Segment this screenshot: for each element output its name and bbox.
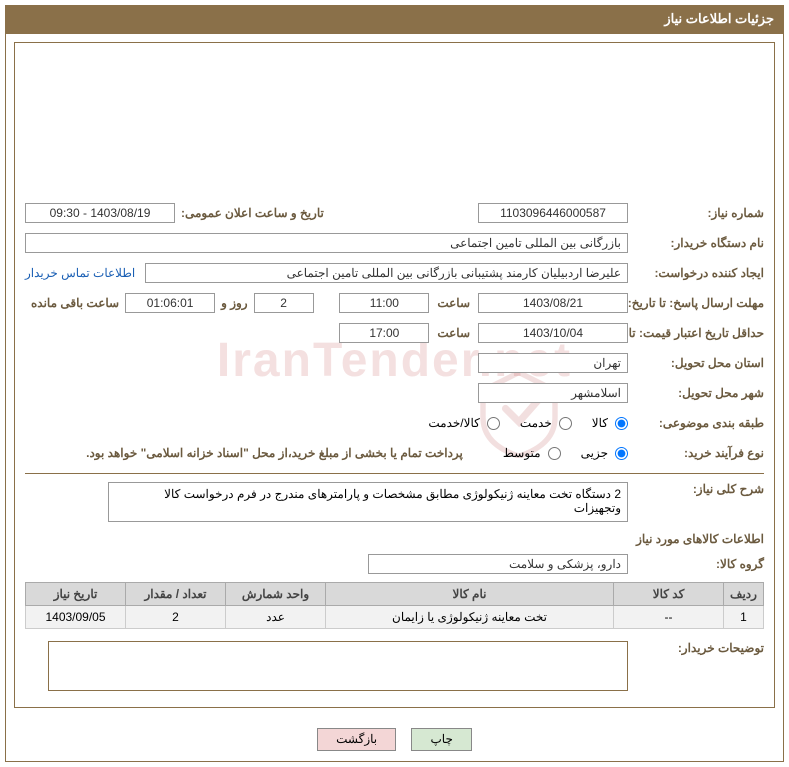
buyer-notes-label: توضیحات خریدار: [634,641,764,655]
td-name: تخت معاینه ژنیکولوژی یا زایمان [326,606,614,629]
need-summary-value: 2 دستگاه تخت معاینه ژنیکولوژی مطابق مشخص… [108,482,628,522]
time-label-1: ساعت [437,296,470,310]
time-left-value: 01:06:01 [125,293,215,313]
buyer-notes-value [48,641,628,691]
requester-value: علیرضا اردبیلیان کارمند پشتیبانی بازرگان… [145,263,628,283]
need-no-label: شماره نیاز: [634,206,764,220]
need-no-value: 1103096446000587 [478,203,628,223]
item-group-value: دارو، پزشکی و سلامت [368,554,628,574]
payment-note: پرداخت تمام یا بخشی از مبلغ خرید،از محل … [86,446,463,460]
reply-deadline-label: مهلت ارسال پاسخ: تا تاریخ: [634,296,764,310]
items-info-title: اطلاعات کالاهای مورد نیاز [25,532,764,546]
days-left-value: 2 [254,293,314,313]
price-validity-label: حداقل تاریخ اعتبار قیمت: تا تاریخ: [634,326,764,340]
announce-dt-value: 1403/08/19 - 09:30 [25,203,175,223]
validity-time-value: 17:00 [339,323,429,343]
th-unit: واحد شمارش [226,583,326,606]
radio-partial[interactable] [615,447,628,460]
th-row: ردیف [724,583,764,606]
th-date: تاریخ نیاز [26,583,126,606]
requester-label: ایجاد کننده درخواست: [634,266,764,280]
validity-date-value: 1403/10/04 [478,323,628,343]
city-label: شهر محل تحویل: [634,386,764,400]
panel-title: جزئیات اطلاعات نیاز [5,5,784,33]
radio-medium[interactable] [548,447,561,460]
purchase-type-label: نوع فرآیند خرید: [634,446,764,460]
th-name: نام کالا [326,583,614,606]
items-table: ردیف کد کالا نام کالا واحد شمارش تعداد /… [25,582,764,629]
reply-time-value: 11:00 [339,293,429,313]
buyer-org-label: نام دستگاه خریدار: [634,236,764,250]
radio-medium-label: متوسط [503,446,541,460]
td-qty: 2 [126,606,226,629]
subject-class-label: طبقه بندی موضوعی: [634,416,764,430]
radio-both-label: کالا/خدمت [428,416,479,430]
td-unit: عدد [226,606,326,629]
time-remaining-label: ساعت باقی مانده [31,296,119,310]
print-button[interactable]: چاپ [411,728,471,751]
days-and-label: روز و [221,296,248,310]
reply-date-value: 1403/08/21 [478,293,628,313]
buyer-org-value: بازرگانی بین المللی تامین اجتماعی [25,233,628,253]
contact-link[interactable]: اطلاعات تماس خریدار [25,266,135,280]
province-value: تهران [478,353,628,373]
back-button[interactable]: بازگشت [317,728,396,751]
radio-goods[interactable] [615,417,628,430]
radio-goods-label: کالا [592,416,608,430]
td-code: -- [614,606,724,629]
city-value: اسلامشهر [478,383,628,403]
radio-service[interactable] [559,417,572,430]
radio-partial-label: جزیی [581,446,608,460]
th-code: کد کالا [614,583,724,606]
radio-service-label: خدمت [520,416,552,430]
th-qty: تعداد / مقدار [126,583,226,606]
panel-body: IranTender.net شماره نیاز: 1103096446000… [5,33,784,762]
time-label-2: ساعت [437,326,470,340]
province-label: استان محل تحویل: [634,356,764,370]
item-group-label: گروه کالا: [634,557,764,571]
table-row: 1 -- تخت معاینه ژنیکولوژی یا زایمان عدد … [26,606,764,629]
details-box: IranTender.net شماره نیاز: 1103096446000… [14,42,775,708]
td-row: 1 [724,606,764,629]
need-summary-label: شرح کلی نیاز: [634,482,764,496]
radio-both[interactable] [487,417,500,430]
announce-dt-label: تاریخ و ساعت اعلان عمومی: [181,206,324,220]
td-date: 1403/09/05 [26,606,126,629]
